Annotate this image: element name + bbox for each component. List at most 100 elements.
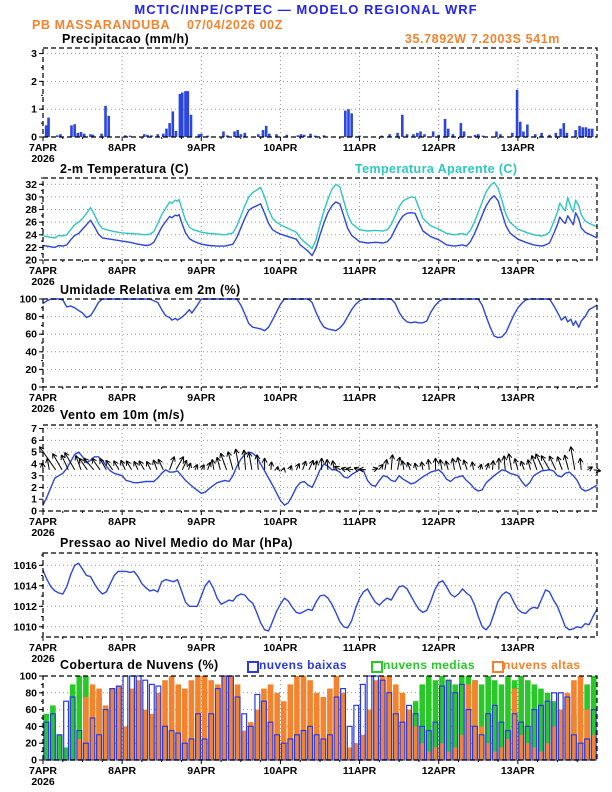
svg-text:8APR: 8APR — [108, 265, 136, 277]
svg-text:2026: 2026 — [31, 653, 55, 665]
svg-text:100: 100 — [19, 294, 37, 306]
legend-mid-clouds: nuvens medias — [383, 658, 475, 672]
panel-title-cloud-cover: Cobertura de Nuvens (%) — [60, 658, 219, 672]
panel-title-humidity: Umidade Relativa em 2m (%) — [60, 283, 241, 297]
svg-text:10APR: 10APR — [263, 516, 297, 528]
svg-text:11APR: 11APR — [343, 765, 377, 777]
svg-text:32: 32 — [25, 179, 37, 191]
svg-text:7APR: 7APR — [29, 516, 57, 528]
svg-text:2: 2 — [31, 482, 37, 494]
svg-text:26: 26 — [25, 217, 37, 229]
svg-text:1012: 1012 — [14, 601, 38, 613]
svg-text:10APR: 10APR — [263, 642, 297, 654]
svg-text:2026: 2026 — [31, 153, 55, 165]
svg-text:1010: 1010 — [14, 621, 38, 633]
svg-text:6: 6 — [31, 435, 37, 447]
svg-text:40: 40 — [25, 721, 37, 733]
legend-low-clouds: nuvens baixas — [259, 658, 347, 672]
svg-text:9APR: 9APR — [187, 516, 215, 528]
svg-text:60: 60 — [25, 329, 37, 341]
svg-text:11APR: 11APR — [343, 265, 377, 277]
svg-text:12APR: 12APR — [422, 642, 456, 654]
svg-text:10APR: 10APR — [263, 265, 297, 277]
svg-text:8APR: 8APR — [108, 392, 136, 404]
svg-text:20: 20 — [25, 364, 37, 376]
svg-text:7APR: 7APR — [29, 765, 57, 777]
svg-text:7APR: 7APR — [29, 642, 57, 654]
svg-text:80: 80 — [25, 311, 37, 323]
svg-text:100: 100 — [19, 671, 37, 683]
svg-text:12APR: 12APR — [422, 516, 456, 528]
svg-text:9APR: 9APR — [187, 265, 215, 277]
svg-text:12APR: 12APR — [422, 392, 456, 404]
svg-text:2026: 2026 — [31, 527, 55, 539]
svg-text:24: 24 — [25, 229, 37, 241]
svg-text:40: 40 — [25, 346, 37, 358]
svg-text:13APR: 13APR — [501, 516, 535, 528]
legend-apparent-temperature: Temperatura Aparente (C) — [355, 162, 518, 176]
svg-text:9APR: 9APR — [187, 142, 215, 154]
legend-swatch-low-clouds — [247, 661, 259, 673]
svg-text:0: 0 — [31, 132, 37, 144]
svg-text:2026: 2026 — [31, 276, 55, 288]
station-coordinates: 35.7892W 7.2003S 541m — [404, 32, 560, 46]
svg-text:8APR: 8APR — [108, 142, 136, 154]
svg-text:80: 80 — [25, 687, 37, 699]
svg-text:60: 60 — [25, 704, 37, 716]
svg-text:0: 0 — [31, 506, 37, 518]
svg-text:8APR: 8APR — [108, 765, 136, 777]
svg-text:10APR: 10APR — [263, 765, 297, 777]
svg-text:3: 3 — [31, 470, 37, 482]
svg-text:12APR: 12APR — [422, 142, 456, 154]
svg-text:9APR: 9APR — [187, 392, 215, 404]
svg-text:22: 22 — [25, 242, 37, 254]
svg-text:1014: 1014 — [14, 580, 38, 592]
svg-text:13APR: 13APR — [501, 265, 535, 277]
run-datetime: 07/04/2026 00Z — [187, 18, 283, 32]
svg-text:11APR: 11APR — [343, 516, 377, 528]
svg-text:0: 0 — [31, 382, 37, 394]
svg-text:7APR: 7APR — [29, 265, 57, 277]
svg-text:1016: 1016 — [14, 560, 38, 572]
svg-text:7APR: 7APR — [29, 142, 57, 154]
svg-text:20: 20 — [25, 738, 37, 750]
panel-title-pressure: Pressao ao Nivel Medio do Mar (hPa) — [60, 536, 293, 550]
svg-text:2: 2 — [31, 76, 37, 88]
svg-text:4: 4 — [31, 458, 37, 470]
svg-text:1: 1 — [31, 494, 37, 506]
svg-text:5: 5 — [31, 447, 37, 459]
svg-text:0: 0 — [31, 755, 37, 767]
svg-text:13APR: 13APR — [501, 142, 535, 154]
panel-title-wind: Vento em 10m (m/s) — [60, 408, 185, 422]
svg-text:11APR: 11APR — [343, 392, 377, 404]
svg-text:7: 7 — [31, 423, 37, 435]
legend-high-clouds: nuvens altas — [503, 658, 581, 672]
svg-text:20: 20 — [25, 255, 37, 267]
svg-text:12APR: 12APR — [422, 265, 456, 277]
svg-text:8APR: 8APR — [108, 516, 136, 528]
svg-text:2026: 2026 — [31, 776, 55, 788]
svg-text:30: 30 — [25, 191, 37, 203]
station-name: PB MASSARANDUBA — [32, 18, 171, 32]
svg-text:8APR: 8APR — [108, 642, 136, 654]
panel-title-precipitation: Precipitacao (mm/h) — [62, 32, 190, 46]
svg-text:1: 1 — [31, 104, 37, 116]
panel-title-temperature: 2-m Temperatura (C) — [60, 162, 189, 176]
svg-text:11APR: 11APR — [343, 642, 377, 654]
svg-text:13APR: 13APR — [501, 642, 535, 654]
legend-swatch-high-clouds — [492, 661, 504, 673]
svg-text:7APR: 7APR — [29, 392, 57, 404]
svg-text:28: 28 — [25, 204, 37, 216]
page-title: MCTIC/INPE/CPTEC — MODELO REGIONAL WRF — [134, 2, 478, 17]
svg-text:13APR: 13APR — [501, 392, 535, 404]
svg-text:3: 3 — [31, 48, 37, 60]
svg-text:11APR: 11APR — [343, 142, 377, 154]
svg-text:2026: 2026 — [31, 403, 55, 415]
svg-text:10APR: 10APR — [263, 142, 297, 154]
svg-text:10APR: 10APR — [263, 392, 297, 404]
svg-text:9APR: 9APR — [187, 642, 215, 654]
svg-text:13APR: 13APR — [501, 765, 535, 777]
svg-text:12APR: 12APR — [422, 765, 456, 777]
